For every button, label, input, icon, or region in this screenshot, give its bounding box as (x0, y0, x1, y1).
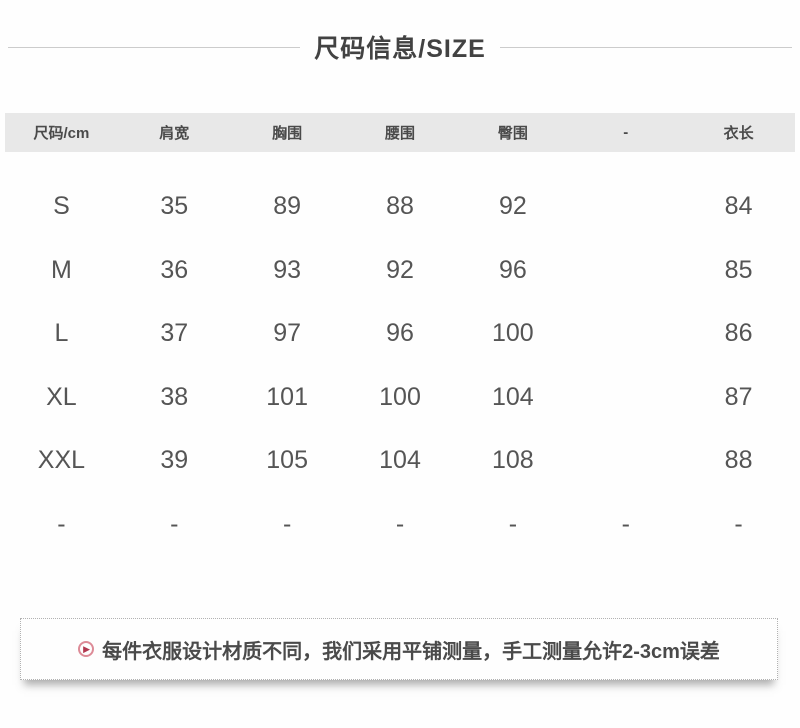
size-cell: 92 (498, 192, 527, 221)
size-cell: 97 (273, 319, 302, 348)
size-cell: 105 (266, 446, 308, 475)
size-table-header-row: 尺码/cm 肩宽 胸围 腰围 臀围 - 衣长 (5, 113, 795, 152)
play-circle-icon: ▶ (78, 641, 95, 657)
column-header: 尺码/cm (33, 125, 90, 142)
measurement-note: ▶ 每件衣服设计材质不同，我们采用平铺测量，手工测量允许2-3cm误差 (20, 618, 778, 680)
size-cell: 104 (379, 446, 421, 475)
size-cell: 96 (498, 255, 527, 284)
play-triangle-glyph: ▶ (83, 643, 91, 654)
size-cell: XXL (37, 446, 86, 475)
size-cell: - (57, 509, 66, 538)
table-row: XL 38 101 100 104 87 (5, 366, 795, 430)
table-row: XXL 39 105 104 108 88 (5, 429, 795, 493)
size-cell: 108 (492, 446, 534, 475)
column-header: 臀围 (497, 125, 528, 142)
size-cell: 100 (492, 319, 534, 348)
size-cell: XL (46, 382, 77, 411)
column-header: - (623, 124, 629, 141)
size-table-body: S 35 89 88 92 84 M 36 93 92 96 85 L 37 97 96 100 86 XL 38 10… (5, 152, 795, 556)
size-cell: - (508, 509, 518, 538)
column-header: 衣长 (723, 125, 754, 142)
size-cell: - (170, 509, 179, 538)
table-row: M 36 93 92 96 85 (5, 239, 795, 303)
column-header: 腰围 (385, 125, 416, 142)
size-cell: M (51, 255, 72, 284)
table-row: L 37 97 96 100 86 (5, 302, 795, 366)
size-cell: 85 (724, 255, 753, 284)
size-cell: 36 (160, 255, 189, 284)
size-cell: 96 (386, 319, 414, 348)
size-cell: 38 (160, 382, 189, 411)
size-cell: 86 (724, 319, 753, 348)
size-cell: 101 (266, 382, 308, 411)
size-cell: - (734, 509, 743, 538)
size-cell: S (53, 192, 70, 221)
size-cell: 35 (160, 192, 189, 221)
size-cell: - (282, 509, 292, 538)
page-title: 尺码信息/SIZE (314, 35, 486, 63)
size-cell: 39 (160, 446, 189, 475)
size-cell: 93 (273, 255, 302, 284)
size-cell: - (621, 509, 630, 538)
size-cell: - (395, 509, 405, 538)
size-cell: 89 (273, 192, 302, 221)
column-header: 肩宽 (159, 125, 190, 142)
size-cell: 104 (492, 382, 534, 411)
size-cell: 37 (160, 319, 189, 348)
size-cell: L (54, 319, 69, 348)
size-cell: 100 (379, 382, 421, 411)
size-cell: 92 (386, 255, 414, 284)
table-row: S 35 89 88 92 84 (5, 175, 795, 239)
size-cell: 87 (724, 382, 753, 411)
table-row: ------- (5, 493, 795, 557)
size-cell: 88 (386, 192, 414, 221)
section-title-row: 尺码信息/SIZE (0, 33, 800, 63)
title-divider-right (499, 46, 793, 48)
title-divider-left (8, 46, 301, 48)
size-table: 尺码/cm 肩宽 胸围 腰围 臀围 - 衣长 S 35 89 88 92 84 M 36 93 92 96 85 L… (5, 113, 795, 556)
size-cell: 84 (724, 192, 753, 221)
measurement-note-text: 每件衣服设计材质不同，我们采用平铺测量，手工测量允许2-3cm误差 (102, 640, 720, 663)
column-header: 胸围 (272, 125, 303, 142)
size-cell: 88 (724, 446, 753, 475)
